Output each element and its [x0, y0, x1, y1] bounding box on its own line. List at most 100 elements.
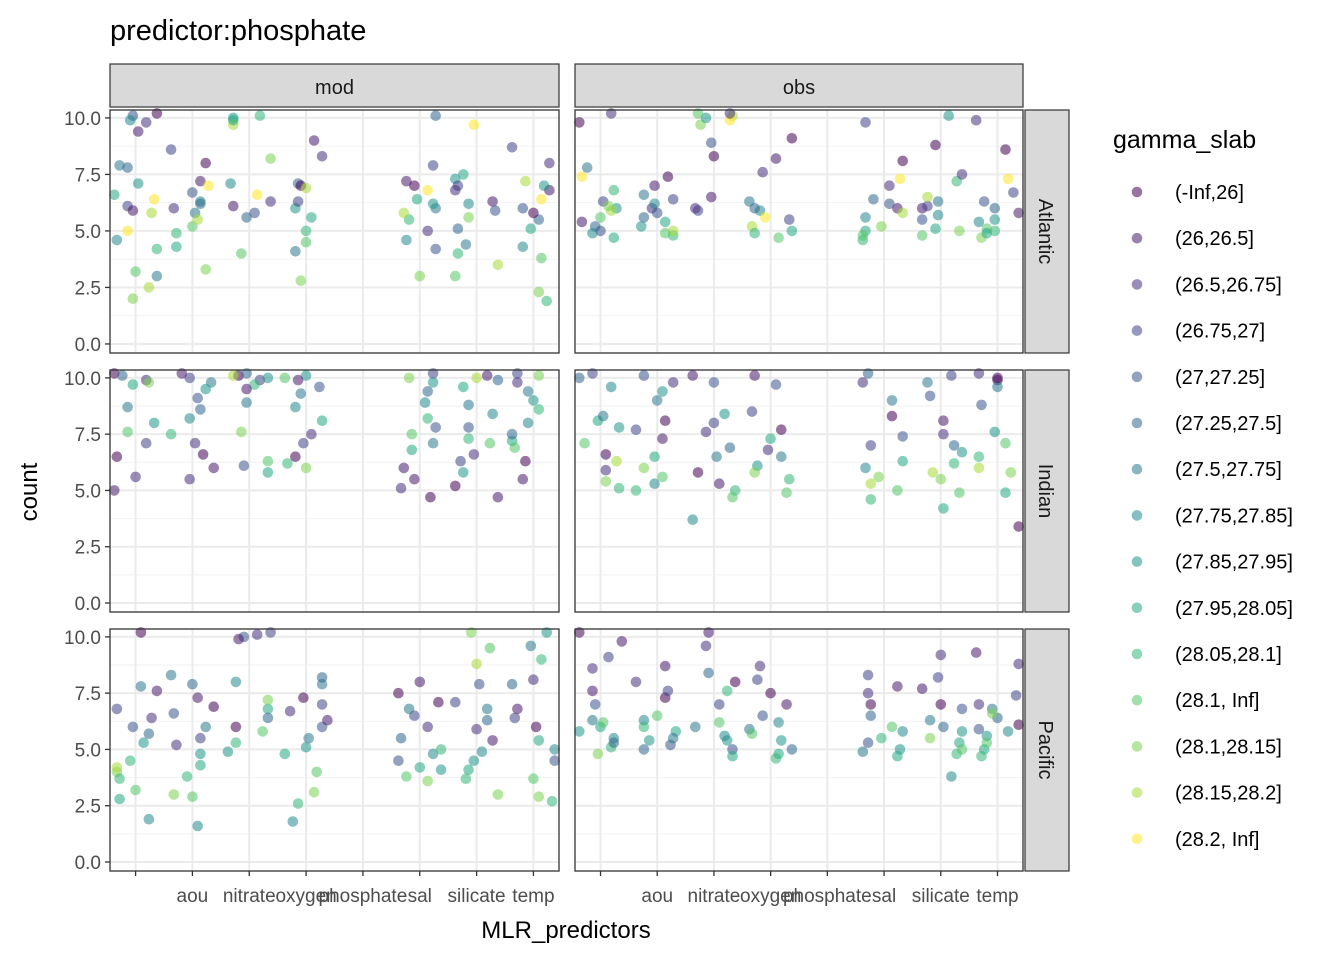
panels-layer: mod obs Atlantic Indian Pacific 0.0 2.5 5.0 7.5 1…	[64, 63, 1070, 907]
data-point	[649, 180, 660, 191]
data-point	[638, 721, 650, 733]
data-point	[241, 212, 252, 223]
data-point	[265, 153, 276, 164]
data-point	[409, 180, 420, 191]
x-tick-label: phosphate	[319, 886, 408, 907]
data-point	[630, 424, 642, 436]
panel-obs-atlantic	[575, 110, 1023, 353]
data-point	[784, 214, 795, 225]
data-point	[708, 377, 720, 388]
data-point	[595, 212, 606, 223]
data-point	[1013, 719, 1024, 730]
legend-item: (27.5,27.75]	[1131, 459, 1282, 481]
data-point	[786, 225, 798, 237]
data-point	[930, 139, 941, 151]
x-tick-label: aou	[641, 886, 673, 907]
data-point	[458, 381, 469, 393]
data-point	[197, 449, 209, 460]
data-point	[481, 714, 493, 726]
data-point	[770, 153, 782, 164]
y-tick-label: 2.5	[75, 797, 101, 818]
y-tick-label: 5.0	[75, 222, 101, 243]
data-point	[943, 110, 954, 121]
data-point	[884, 198, 895, 210]
data-point	[948, 458, 960, 469]
data-point	[714, 478, 725, 490]
data-point	[597, 410, 609, 422]
data-point	[506, 678, 518, 690]
data-point	[776, 424, 787, 436]
data-point	[865, 494, 877, 505]
data-point	[786, 744, 798, 755]
data-point	[200, 264, 211, 275]
data-point	[862, 669, 874, 681]
data-point	[603, 200, 614, 212]
data-point	[973, 723, 985, 735]
data-point	[595, 225, 606, 237]
legend-label: (28.1,28.15]	[1175, 736, 1282, 758]
data-point	[538, 180, 550, 191]
data-point	[533, 286, 545, 298]
data-point	[463, 422, 474, 433]
points-obs-atlantic	[574, 108, 1024, 246]
data-point	[506, 142, 518, 153]
data-point	[703, 627, 714, 638]
data-point	[897, 207, 908, 219]
data-point	[165, 144, 177, 155]
data-point	[930, 223, 941, 234]
facet-strip-indian	[1024, 369, 1070, 613]
legend-key	[1131, 232, 1143, 244]
data-point	[708, 417, 720, 429]
data-point	[544, 157, 555, 169]
data-point	[262, 694, 274, 706]
data-point	[300, 225, 312, 237]
data-point	[192, 692, 203, 703]
data-point	[295, 275, 307, 287]
legend-key	[1131, 510, 1143, 521]
data-point	[638, 189, 650, 201]
data-point	[241, 368, 252, 379]
data-point	[450, 270, 461, 282]
legend-key	[1131, 371, 1143, 383]
data-point	[973, 462, 985, 474]
data-point	[140, 117, 152, 128]
data-point	[463, 399, 474, 411]
data-point	[409, 473, 420, 485]
data-point	[414, 270, 426, 282]
data-point	[781, 699, 792, 710]
data-point	[922, 191, 933, 203]
data-point	[574, 117, 585, 128]
data-point	[228, 114, 239, 126]
data-point	[414, 676, 426, 688]
data-point	[124, 755, 136, 766]
data-point	[978, 196, 990, 207]
data-point	[203, 180, 214, 191]
data-point	[471, 658, 482, 670]
data-point	[487, 408, 498, 420]
data-point	[195, 759, 206, 771]
y-tick-label: 0.0	[75, 335, 101, 356]
data-point	[122, 426, 133, 438]
facet-strip-obs	[574, 63, 1024, 108]
data-point	[427, 437, 439, 449]
data-point	[492, 259, 504, 271]
y-tick-label: 7.5	[75, 165, 101, 186]
legend-label: (27.85,27.95]	[1175, 552, 1293, 574]
data-point	[517, 473, 529, 485]
data-point	[492, 374, 504, 386]
data-point	[884, 180, 895, 191]
data-point	[114, 160, 125, 171]
y-tick-label: 0.0	[75, 853, 101, 874]
data-point	[662, 171, 674, 182]
data-point	[946, 370, 957, 381]
data-point	[1005, 467, 1017, 478]
data-point	[425, 491, 436, 503]
data-point	[981, 227, 993, 239]
facet-strip-label-pacific: Pacific	[1034, 721, 1056, 780]
data-point	[251, 629, 263, 640]
x-tick-label: silicate	[448, 886, 506, 907]
data-point	[1013, 521, 1024, 532]
data-point	[541, 627, 552, 638]
legend-key	[1131, 556, 1143, 567]
data-point	[536, 654, 547, 665]
